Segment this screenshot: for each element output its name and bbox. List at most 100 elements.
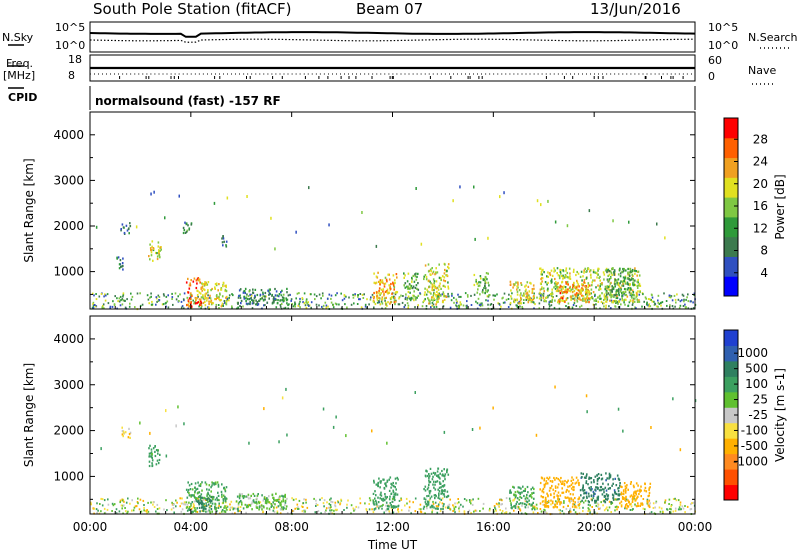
data-cell — [378, 301, 381, 304]
data-cell — [570, 298, 572, 301]
data-cell — [246, 195, 248, 198]
data-cell — [433, 480, 435, 483]
nave-outlier — [246, 76, 247, 79]
data-cell — [196, 511, 199, 513]
data-cell — [619, 267, 621, 270]
data-cell — [131, 509, 133, 512]
data-cell — [608, 474, 611, 477]
data-cell — [588, 477, 590, 480]
colorbar-segment — [724, 422, 738, 439]
data-cell — [544, 509, 546, 512]
data-cell — [479, 281, 482, 284]
data-cell — [113, 303, 116, 306]
data-cell — [389, 495, 391, 498]
data-cell — [464, 292, 467, 295]
data-cell — [389, 502, 392, 505]
data-cell — [100, 510, 102, 513]
data-cell — [151, 464, 154, 467]
colorbar-segment — [724, 216, 738, 238]
data-cell — [525, 288, 527, 291]
data-cell — [588, 476, 591, 479]
data-cell — [518, 302, 520, 305]
data-cell — [479, 293, 481, 296]
data-cell — [271, 301, 274, 304]
data-cell — [365, 508, 368, 511]
data-cell — [437, 300, 439, 303]
data-cell — [171, 501, 173, 504]
data-cell — [530, 297, 532, 300]
data-cell — [272, 496, 274, 499]
data-cell — [343, 297, 346, 300]
data-cell — [324, 301, 327, 304]
data-cell — [495, 502, 498, 505]
data-cell — [199, 299, 202, 303]
data-cell — [542, 287, 545, 290]
data-cell — [526, 497, 529, 500]
data-cell — [384, 297, 386, 300]
data-cell — [610, 511, 612, 513]
data-cell — [562, 277, 564, 280]
data-cell — [685, 298, 687, 301]
data-cell — [564, 286, 567, 289]
data-cell — [505, 507, 507, 510]
data-cell — [595, 504, 598, 507]
data-cell — [499, 509, 501, 511]
data-cell — [140, 510, 143, 513]
data-cell — [187, 224, 189, 227]
data-cell — [608, 273, 611, 276]
colorbar-segment — [724, 360, 738, 377]
data-cell — [576, 270, 578, 274]
data-cell — [264, 291, 267, 295]
data-cell — [197, 491, 199, 494]
data-cell — [574, 482, 577, 485]
data-cell — [419, 503, 422, 506]
data-cell — [451, 294, 453, 297]
data-cell — [610, 502, 612, 505]
data-cell — [554, 503, 556, 506]
data-cell — [561, 299, 564, 302]
data-cell — [574, 293, 576, 296]
data-cell — [245, 300, 247, 303]
data-cell — [198, 291, 201, 294]
data-cell — [304, 509, 307, 512]
data-cell — [277, 498, 280, 501]
data-cell — [437, 467, 439, 470]
data-cell — [268, 292, 271, 295]
data-cell — [466, 294, 469, 297]
data-cell — [220, 288, 223, 291]
data-cell — [577, 292, 580, 295]
data-cell — [549, 300, 552, 303]
data-cell — [368, 303, 370, 306]
data-cell — [617, 407, 620, 411]
data-cell — [627, 276, 629, 279]
data-cell — [92, 301, 95, 304]
data-cell — [615, 291, 618, 294]
nave-outlier — [450, 76, 452, 79]
nave-tick-bottom: 0 — [708, 70, 715, 83]
data-cell — [205, 504, 208, 507]
data-cell — [587, 282, 590, 285]
data-cell — [489, 507, 491, 510]
data-cell — [209, 501, 212, 504]
data-cell — [426, 488, 429, 491]
data-cell — [188, 501, 190, 504]
data-cell — [414, 296, 417, 299]
data-cell — [629, 270, 632, 273]
data-cell — [237, 502, 240, 505]
data-cell — [286, 291, 288, 294]
data-cell — [443, 272, 446, 275]
data-cell — [621, 284, 623, 287]
data-cell — [593, 481, 595, 484]
data-cell — [210, 508, 213, 511]
data-cell — [543, 486, 546, 489]
data-cell — [509, 301, 512, 305]
data-cell — [302, 301, 304, 304]
data-cell — [270, 216, 272, 220]
data-cell — [514, 298, 516, 301]
data-cell — [585, 394, 588, 398]
data-cell — [605, 472, 607, 475]
data-cell — [299, 306, 301, 309]
colorbar-segment — [724, 484, 738, 501]
data-cell — [96, 511, 98, 514]
data-cell — [515, 502, 518, 506]
